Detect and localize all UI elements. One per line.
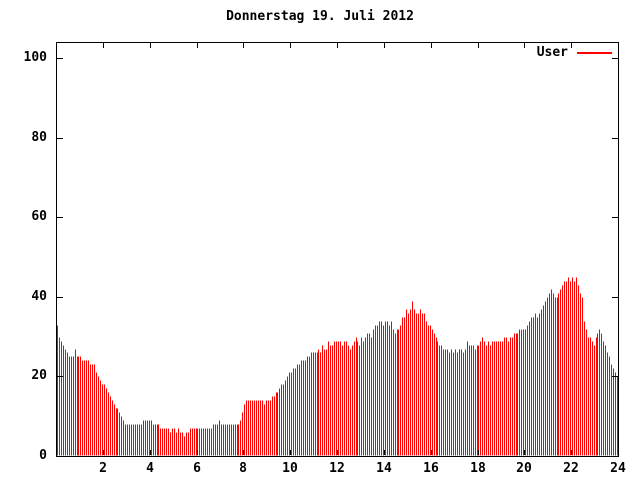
y-tick-label: 20 — [31, 368, 47, 383]
x-tick-label: 8 — [239, 461, 247, 476]
plot-border — [56, 42, 619, 457]
y-tick-label: 60 — [31, 209, 47, 224]
x-tick-label: 12 — [329, 461, 345, 476]
y-tick-label: 80 — [31, 130, 47, 145]
x-tick-label: 14 — [376, 461, 392, 476]
x-tick-label: 20 — [516, 461, 532, 476]
x-tick-label: 16 — [423, 461, 439, 476]
x-tick-label: 10 — [282, 461, 298, 476]
y-tick-label: 0 — [39, 448, 47, 463]
legend-line-sample — [577, 52, 612, 54]
x-tick-label: 24 — [610, 461, 626, 476]
x-tick-label: 22 — [563, 461, 579, 476]
x-tick-label: 2 — [99, 461, 107, 476]
x-tick-label: 4 — [146, 461, 154, 476]
x-tick-label: 6 — [193, 461, 201, 476]
chart-title: Donnerstag 19. Juli 2012 — [226, 9, 414, 24]
legend: User — [537, 45, 612, 61]
y-tick-label: 100 — [23, 50, 47, 65]
legend-label: User — [536, 45, 568, 60]
y-tick-label: 40 — [31, 289, 47, 304]
x-tick-label: 18 — [470, 461, 486, 476]
